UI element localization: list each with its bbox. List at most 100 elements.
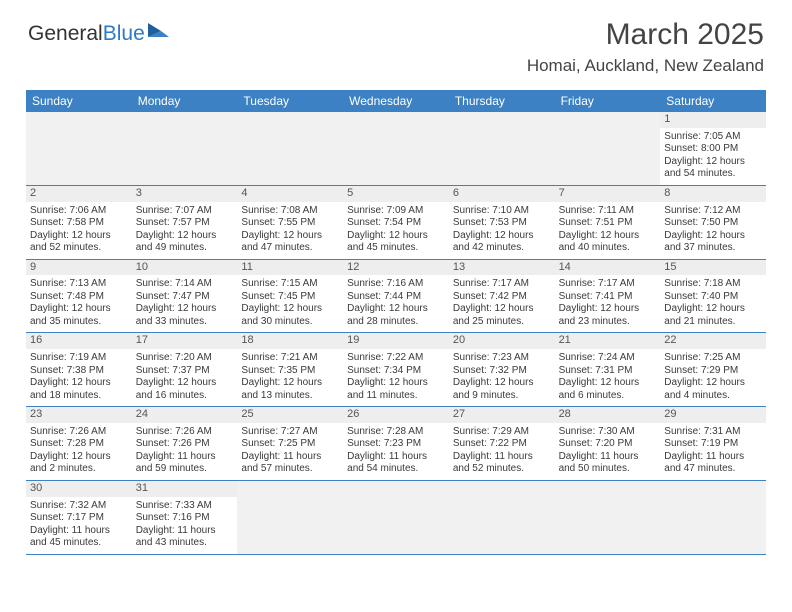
week-row: 16Sunrise: 7:19 AMSunset: 7:38 PMDayligh…	[26, 333, 766, 407]
day-info-line: Daylight: 11 hours	[136, 451, 234, 464]
day-number: 30	[26, 481, 132, 497]
day-info-line: Sunset: 7:45 PM	[241, 291, 339, 304]
day-info-line: Daylight: 12 hours	[241, 303, 339, 316]
day-info-line: Sunset: 7:50 PM	[664, 217, 762, 230]
blank-cell	[343, 481, 449, 554]
day-cell: 9Sunrise: 7:13 AMSunset: 7:48 PMDaylight…	[26, 260, 132, 333]
day-number: 6	[449, 186, 555, 202]
day-info-line: Sunrise: 7:13 AM	[30, 278, 128, 291]
month-title: March 2025	[527, 18, 764, 52]
day-info-line: Sunset: 7:22 PM	[453, 438, 551, 451]
day-info-line: Sunrise: 7:05 AM	[664, 131, 762, 144]
flag-icon	[147, 22, 171, 46]
day-info-line: and 9 minutes.	[453, 390, 551, 403]
day-info-line: and 33 minutes.	[136, 316, 234, 329]
dow-label: Monday	[132, 90, 238, 112]
day-info-line: Sunset: 7:28 PM	[30, 438, 128, 451]
day-info-line: Sunrise: 7:25 AM	[664, 352, 762, 365]
logo: GeneralBlue	[28, 18, 171, 46]
day-info-line: Sunrise: 7:22 AM	[347, 352, 445, 365]
day-cell: 31Sunrise: 7:33 AMSunset: 7:16 PMDayligh…	[132, 481, 238, 554]
day-info-line: Sunrise: 7:18 AM	[664, 278, 762, 291]
week-row: 30Sunrise: 7:32 AMSunset: 7:17 PMDayligh…	[26, 481, 766, 555]
dow-label: Wednesday	[343, 90, 449, 112]
week-row: 2Sunrise: 7:06 AMSunset: 7:58 PMDaylight…	[26, 186, 766, 260]
blank-cell	[449, 481, 555, 554]
week-row: 1Sunrise: 7:05 AMSunset: 8:00 PMDaylight…	[26, 112, 766, 186]
day-cell: 1Sunrise: 7:05 AMSunset: 8:00 PMDaylight…	[660, 112, 766, 185]
logo-text-1: General	[28, 22, 103, 46]
day-info-line: Daylight: 12 hours	[30, 451, 128, 464]
day-info-line: Daylight: 12 hours	[453, 230, 551, 243]
day-cell: 22Sunrise: 7:25 AMSunset: 7:29 PMDayligh…	[660, 333, 766, 406]
dow-label: Friday	[555, 90, 661, 112]
day-info-line: Sunrise: 7:17 AM	[453, 278, 551, 291]
day-info-line: Sunrise: 7:09 AM	[347, 205, 445, 218]
day-cell: 12Sunrise: 7:16 AMSunset: 7:44 PMDayligh…	[343, 260, 449, 333]
day-info-line: Daylight: 12 hours	[559, 377, 657, 390]
day-info-line: Sunrise: 7:07 AM	[136, 205, 234, 218]
day-number: 10	[132, 260, 238, 276]
day-number: 5	[343, 186, 449, 202]
day-info-line: Sunset: 7:25 PM	[241, 438, 339, 451]
day-info-line: Sunrise: 7:10 AM	[453, 205, 551, 218]
day-info-line: Sunrise: 7:08 AM	[241, 205, 339, 218]
day-info-line: Daylight: 11 hours	[453, 451, 551, 464]
day-number: 16	[26, 333, 132, 349]
dow-label: Thursday	[449, 90, 555, 112]
day-info-line: and 30 minutes.	[241, 316, 339, 329]
day-info-line: Daylight: 12 hours	[664, 303, 762, 316]
blank-cell	[26, 112, 132, 185]
day-info-line: Daylight: 12 hours	[30, 377, 128, 390]
day-info-line: Sunrise: 7:17 AM	[559, 278, 657, 291]
title-block: March 2025 Homai, Auckland, New Zealand	[527, 18, 764, 76]
day-info-line: Sunrise: 7:16 AM	[347, 278, 445, 291]
day-info-line: Sunset: 7:34 PM	[347, 365, 445, 378]
day-cell: 8Sunrise: 7:12 AMSunset: 7:50 PMDaylight…	[660, 186, 766, 259]
day-info-line: and 47 minutes.	[241, 242, 339, 255]
day-info-line: Daylight: 12 hours	[241, 377, 339, 390]
day-info-line: Sunset: 7:57 PM	[136, 217, 234, 230]
day-number: 24	[132, 407, 238, 423]
day-cell: 7Sunrise: 7:11 AMSunset: 7:51 PMDaylight…	[555, 186, 661, 259]
day-info-line: Daylight: 12 hours	[664, 377, 762, 390]
day-number: 18	[237, 333, 343, 349]
blank-cell	[555, 112, 661, 185]
day-cell: 27Sunrise: 7:29 AMSunset: 7:22 PMDayligh…	[449, 407, 555, 480]
day-number: 3	[132, 186, 238, 202]
dow-label: Saturday	[660, 90, 766, 112]
dow-label: Sunday	[26, 90, 132, 112]
day-info-line: and 13 minutes.	[241, 390, 339, 403]
day-cell: 26Sunrise: 7:28 AMSunset: 7:23 PMDayligh…	[343, 407, 449, 480]
day-info-line: and 4 minutes.	[664, 390, 762, 403]
day-info-line: Daylight: 12 hours	[559, 230, 657, 243]
day-info-line: Sunset: 7:16 PM	[136, 512, 234, 525]
day-info-line: Sunset: 7:53 PM	[453, 217, 551, 230]
day-info-line: Daylight: 11 hours	[241, 451, 339, 464]
day-info-line: and 21 minutes.	[664, 316, 762, 329]
week-row: 23Sunrise: 7:26 AMSunset: 7:28 PMDayligh…	[26, 407, 766, 481]
logo-text-2: Blue	[103, 22, 145, 46]
day-info-line: and 25 minutes.	[453, 316, 551, 329]
blank-cell	[237, 112, 343, 185]
day-info-line: Sunrise: 7:12 AM	[664, 205, 762, 218]
day-info-line: Sunset: 7:47 PM	[136, 291, 234, 304]
day-info-line: Daylight: 12 hours	[347, 303, 445, 316]
day-number: 14	[555, 260, 661, 276]
day-cell: 24Sunrise: 7:26 AMSunset: 7:26 PMDayligh…	[132, 407, 238, 480]
day-info-line: and 40 minutes.	[559, 242, 657, 255]
day-cell: 2Sunrise: 7:06 AMSunset: 7:58 PMDaylight…	[26, 186, 132, 259]
day-info-line: and 52 minutes.	[30, 242, 128, 255]
day-cell: 11Sunrise: 7:15 AMSunset: 7:45 PMDayligh…	[237, 260, 343, 333]
day-info-line: Sunrise: 7:31 AM	[664, 426, 762, 439]
day-info-line: and 2 minutes.	[30, 463, 128, 476]
day-cell: 14Sunrise: 7:17 AMSunset: 7:41 PMDayligh…	[555, 260, 661, 333]
day-cell: 10Sunrise: 7:14 AMSunset: 7:47 PMDayligh…	[132, 260, 238, 333]
day-number: 21	[555, 333, 661, 349]
day-number: 8	[660, 186, 766, 202]
dow-label: Tuesday	[237, 90, 343, 112]
day-info-line: Sunset: 7:42 PM	[453, 291, 551, 304]
day-cell: 20Sunrise: 7:23 AMSunset: 7:32 PMDayligh…	[449, 333, 555, 406]
day-cell: 25Sunrise: 7:27 AMSunset: 7:25 PMDayligh…	[237, 407, 343, 480]
day-info-line: Sunset: 7:35 PM	[241, 365, 339, 378]
